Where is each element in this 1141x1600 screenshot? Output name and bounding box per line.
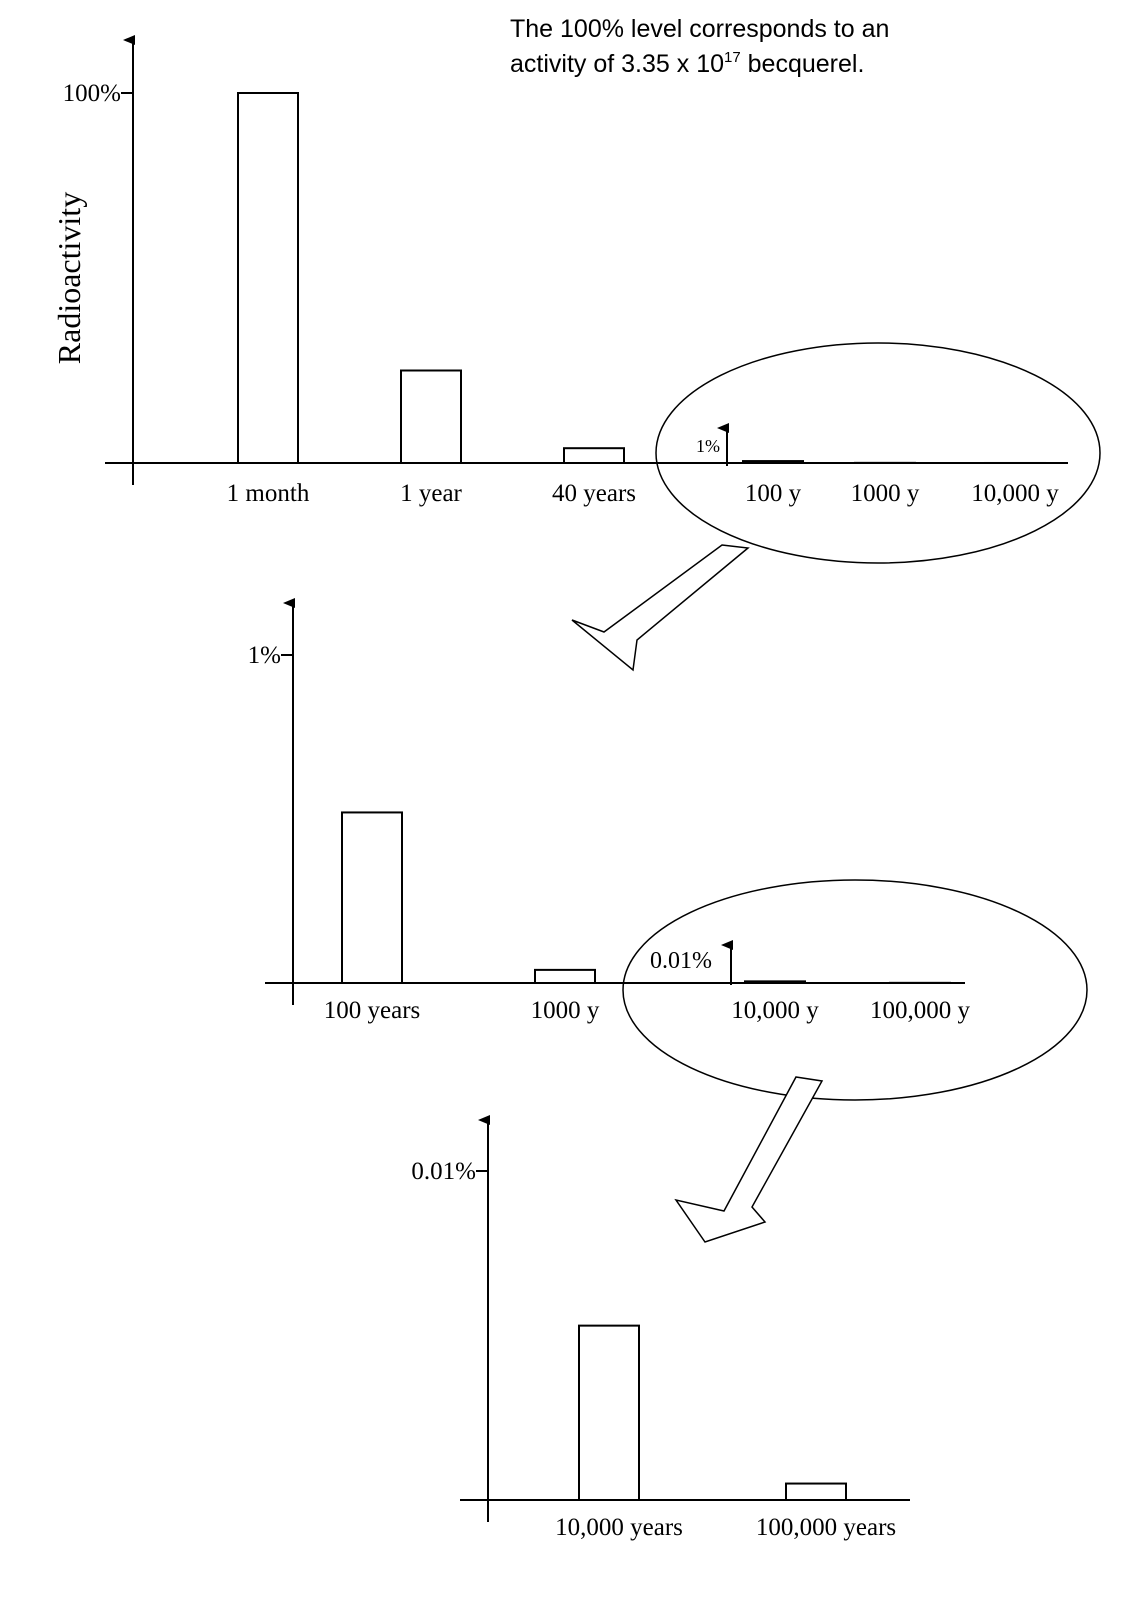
charts: 100% Radioactivity 1 month 1 year 40 years 10… bbox=[51, 35, 1068, 1541]
zoom-ellipse bbox=[622, 879, 1088, 1101]
bar bbox=[341, 811, 403, 984]
bar bbox=[400, 369, 462, 464]
x-tick-label: 10,000 years bbox=[555, 1514, 683, 1541]
note-line2: activity of 3.35 x 1017 becquerel. bbox=[510, 49, 864, 78]
x-tick-label: 100,000 years bbox=[756, 1514, 896, 1541]
y-tick-label: 0.01% bbox=[411, 1158, 476, 1185]
bar bbox=[534, 968, 596, 985]
x-tick-label: 10,000 y bbox=[971, 480, 1059, 507]
x-tick-label: 10,000 y bbox=[731, 997, 819, 1024]
x-tick-label: 100 y bbox=[745, 480, 802, 507]
y-tick-label: 100% bbox=[63, 80, 121, 107]
bar bbox=[563, 447, 625, 465]
note-text-end: becquerel. bbox=[741, 50, 865, 78]
note-exponent: 17 bbox=[724, 49, 741, 66]
note-line1: The 100% level corresponds to an bbox=[510, 15, 889, 43]
bar bbox=[742, 460, 804, 464]
zoom-label: 0.01% bbox=[650, 948, 712, 974]
x-tick-label: 1 month bbox=[227, 480, 310, 507]
x-tick-label: 1000 y bbox=[531, 997, 600, 1024]
y-tick-label: 1% bbox=[248, 642, 281, 669]
bar bbox=[744, 980, 806, 984]
bar bbox=[237, 92, 299, 464]
bar bbox=[785, 1482, 847, 1502]
y-axis-label: Radioactivity bbox=[51, 192, 87, 364]
bar bbox=[578, 1324, 640, 1501]
note-text: activity of 3.35 x 10 bbox=[510, 50, 724, 78]
x-tick-label: 40 years bbox=[552, 480, 636, 507]
x-tick-label: 1000 y bbox=[851, 480, 920, 507]
x-tick-label: 100 years bbox=[324, 997, 421, 1024]
x-tick-label: 100,000 y bbox=[870, 997, 971, 1024]
zoom-arrow bbox=[674, 1076, 824, 1243]
zoom-ellipse bbox=[655, 342, 1101, 564]
zoom-label: 1% bbox=[696, 436, 720, 456]
x-tick-label: 1 year bbox=[400, 480, 462, 507]
zoom-arrow bbox=[571, 544, 750, 672]
